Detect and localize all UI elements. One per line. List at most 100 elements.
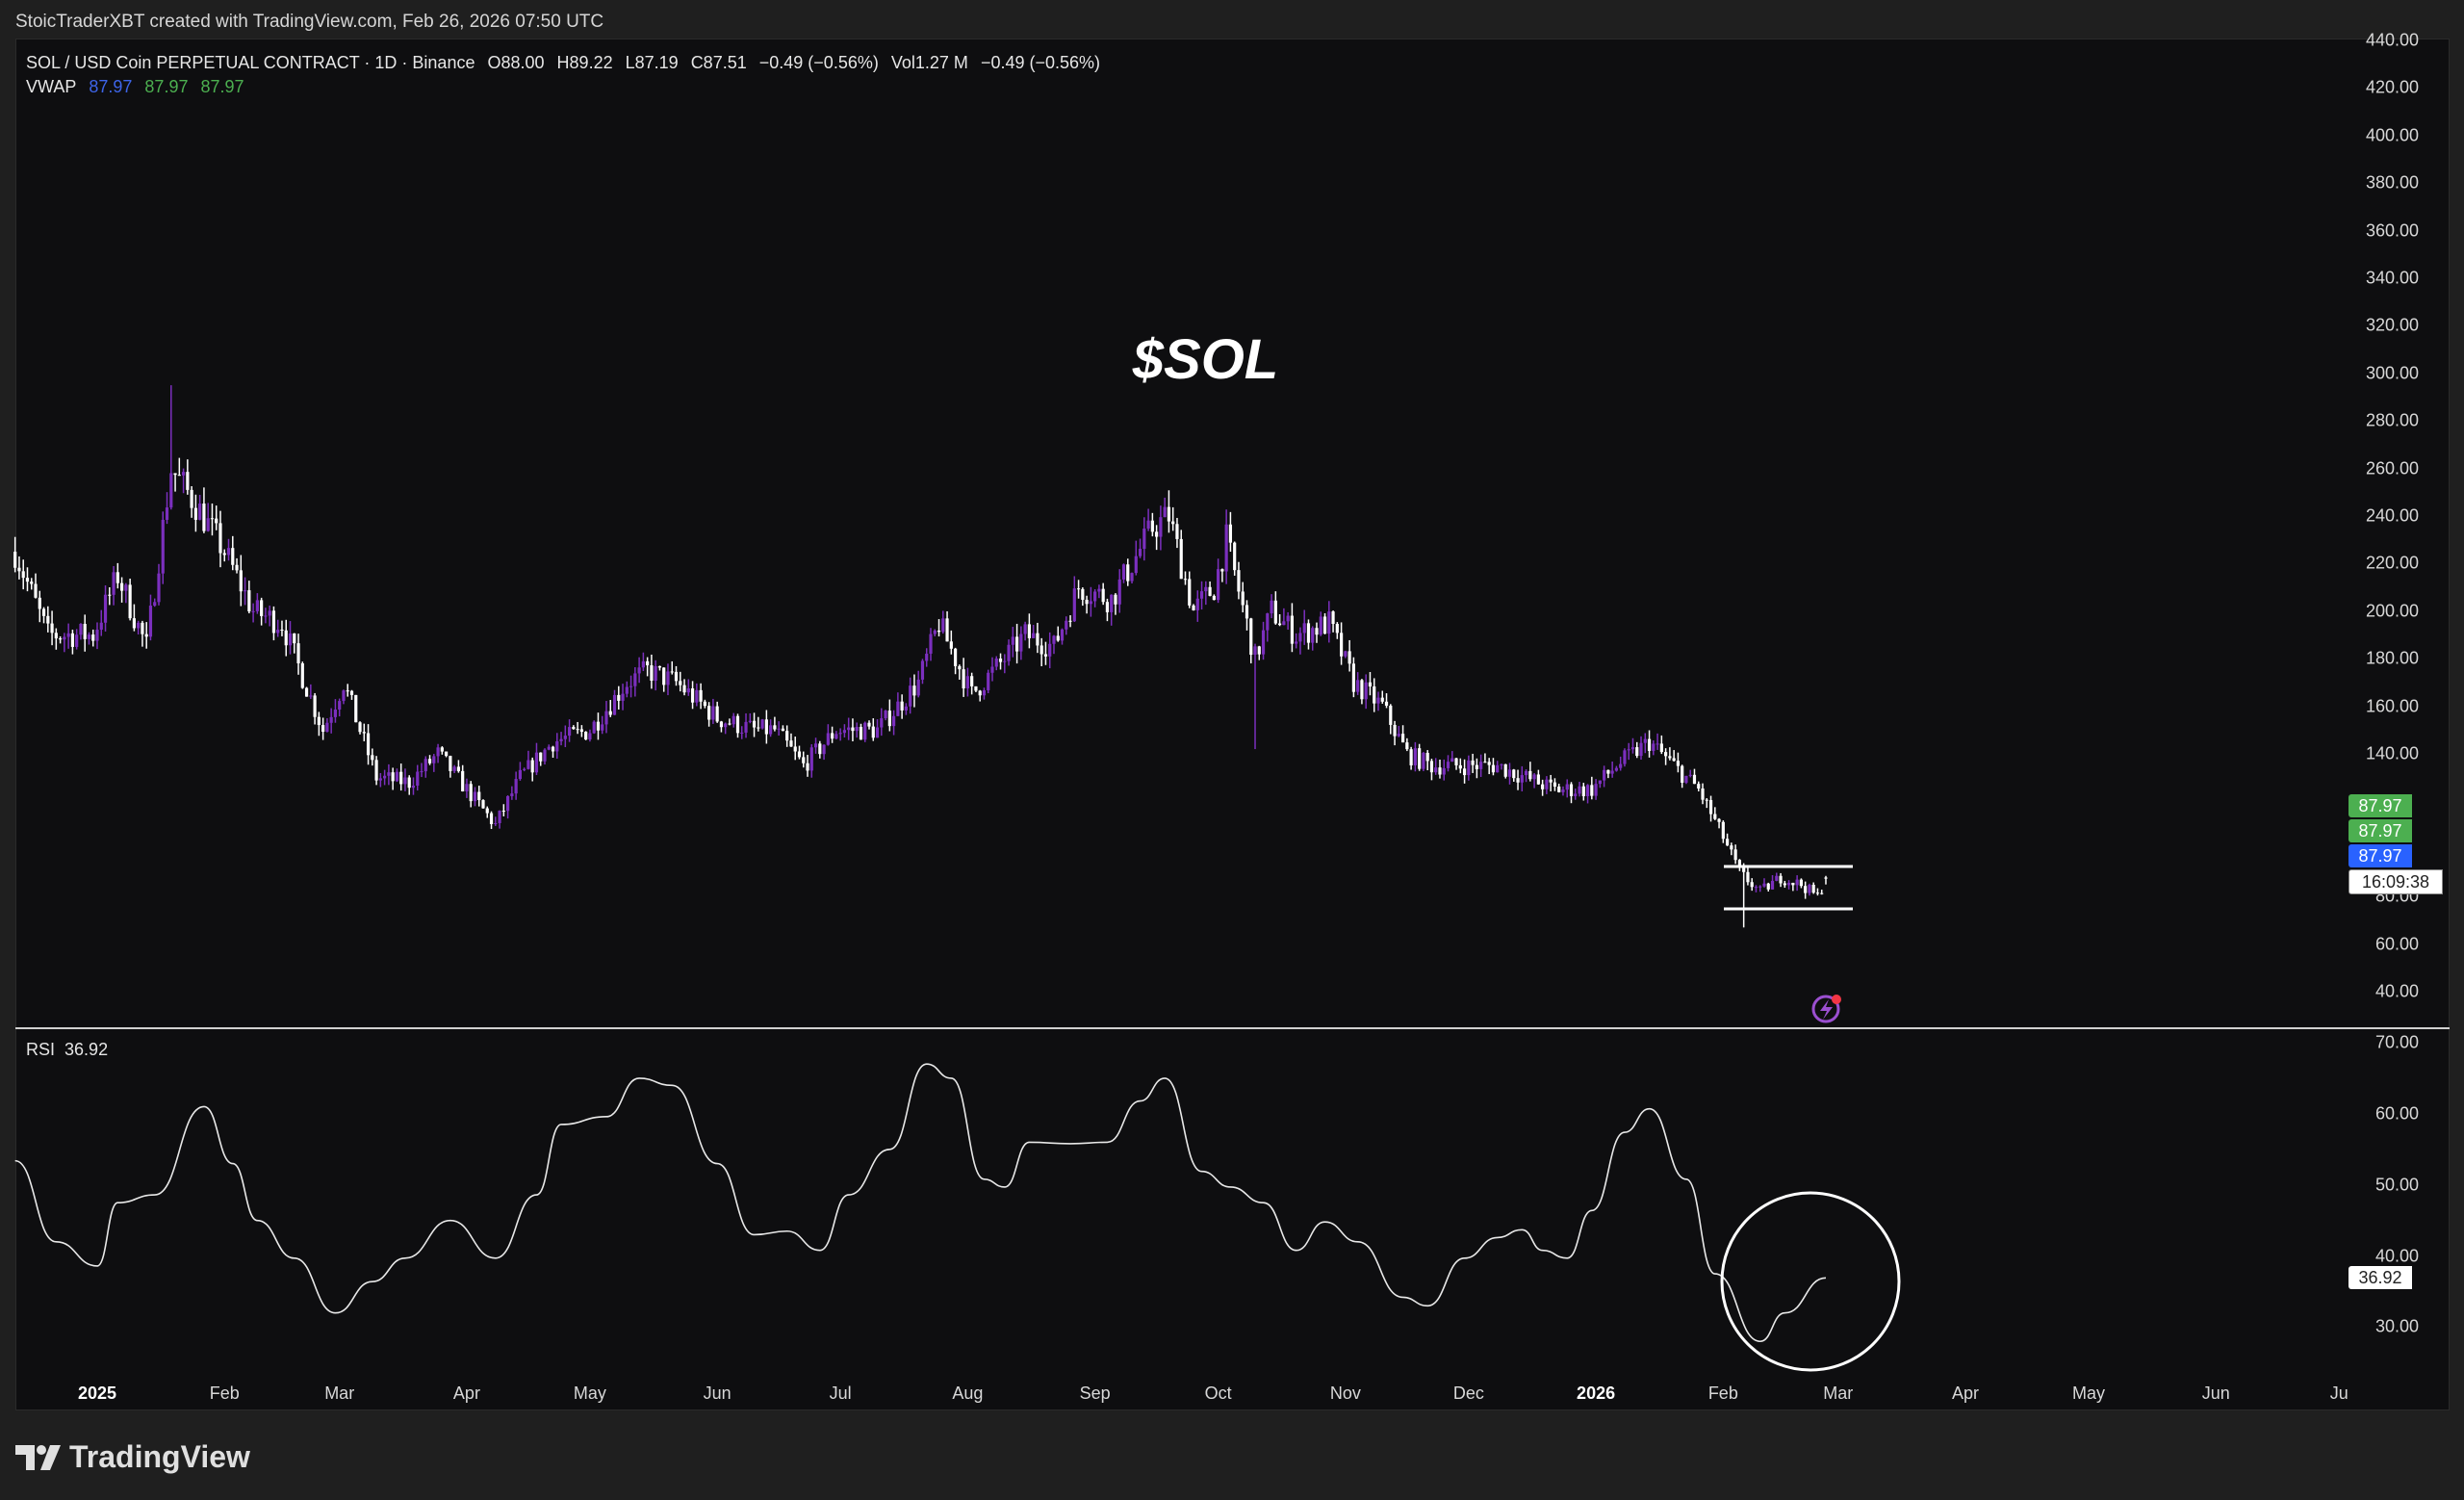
candle-body — [1319, 616, 1322, 635]
candle-body — [420, 771, 424, 773]
candle-body — [202, 504, 206, 531]
candle-body — [83, 623, 87, 639]
candle — [1471, 753, 1475, 773]
candle-body — [1261, 630, 1266, 655]
symbol-name[interactable]: SOL / USD Coin PERPETUAL CONTRACT · 1D ·… — [26, 53, 475, 72]
candle — [916, 670, 920, 698]
candle-body — [912, 685, 916, 696]
candle-body — [679, 681, 682, 685]
candle-body — [13, 552, 17, 568]
candle-body — [383, 775, 387, 779]
tradingview-logo[interactable]: TradingView — [15, 1439, 250, 1475]
candle — [374, 756, 378, 786]
candle-body — [1146, 520, 1150, 529]
candle-body — [1295, 641, 1298, 644]
candle-body — [514, 779, 518, 794]
candle — [75, 629, 79, 650]
candle-body — [1040, 645, 1043, 655]
candle-body — [621, 693, 625, 701]
candle — [1409, 746, 1413, 770]
candle — [358, 721, 362, 735]
alert-icon[interactable] — [1811, 995, 1841, 1023]
candle-body — [1110, 594, 1114, 612]
candle — [629, 675, 633, 698]
candle — [909, 677, 912, 714]
price-badge: 87.97 — [2348, 844, 2412, 867]
rsi-highlight-circle[interactable] — [1720, 1191, 1901, 1372]
candle — [1032, 625, 1036, 638]
rsi-series — [14, 1063, 1827, 1343]
chart-annotation-title[interactable]: $SOL — [1132, 328, 1279, 391]
candle — [732, 712, 735, 728]
candle-body — [284, 630, 288, 646]
candle-body — [1105, 602, 1110, 612]
candle — [1422, 751, 1425, 771]
candle — [1389, 704, 1393, 735]
candle — [1311, 626, 1315, 651]
candle — [112, 565, 116, 606]
candle — [1150, 512, 1154, 537]
candle — [1418, 743, 1422, 771]
candle — [1065, 616, 1068, 635]
candle-body — [958, 665, 962, 670]
candle-body — [141, 622, 144, 634]
candle-body — [1737, 860, 1741, 868]
candle — [1199, 581, 1204, 610]
time-axis-label: Jul — [829, 1384, 852, 1403]
time-axis-label: 2025 — [77, 1384, 117, 1403]
price-axis-label: 280.00 — [2365, 410, 2419, 430]
vwap-label[interactable]: VWAP — [26, 77, 77, 96]
candle-body — [916, 679, 920, 696]
candle-body — [982, 689, 987, 696]
candle-body — [1434, 767, 1438, 773]
candle-body — [304, 687, 309, 697]
candle-body — [358, 722, 362, 733]
candle — [1614, 765, 1619, 772]
candle — [933, 629, 937, 636]
candle — [30, 578, 34, 590]
candle — [764, 710, 768, 744]
candle-body — [1351, 663, 1355, 692]
candle-body — [909, 685, 912, 707]
candle-body — [346, 690, 349, 692]
candle-body — [809, 747, 813, 771]
candle-body — [1775, 875, 1779, 881]
candle-body — [530, 760, 534, 773]
candle-body — [1692, 774, 1697, 785]
candle — [1811, 882, 1815, 894]
candle-body — [226, 548, 231, 556]
candle — [1676, 752, 1681, 773]
candle — [243, 577, 247, 606]
candle-body — [1590, 785, 1594, 796]
candle-body — [366, 733, 371, 756]
chart-pane[interactable] — [15, 39, 2450, 1410]
candle — [1208, 581, 1212, 597]
candle-body — [1007, 644, 1011, 661]
candle-body — [1713, 814, 1717, 819]
candle — [1783, 880, 1786, 889]
candle — [416, 764, 420, 791]
candle — [215, 505, 218, 530]
candle — [962, 658, 965, 697]
candle-body — [728, 723, 732, 725]
candle-body — [1032, 633, 1036, 638]
candle — [251, 603, 255, 623]
candle — [1364, 674, 1368, 710]
candle-body — [604, 711, 608, 725]
candle — [1335, 622, 1339, 639]
candle — [604, 701, 608, 734]
candle-body — [703, 701, 706, 707]
candle-body — [494, 822, 498, 824]
candle — [177, 457, 181, 477]
candle — [514, 771, 518, 800]
candle-body — [875, 727, 880, 738]
rsi-label[interactable]: RSI — [26, 1040, 56, 1059]
candle — [148, 594, 153, 641]
vwap-value: 87.97 — [89, 77, 133, 96]
candle — [1795, 875, 1799, 892]
candle-body — [481, 800, 485, 809]
candle — [432, 754, 436, 772]
candle — [1257, 645, 1261, 660]
candle — [1581, 783, 1585, 801]
